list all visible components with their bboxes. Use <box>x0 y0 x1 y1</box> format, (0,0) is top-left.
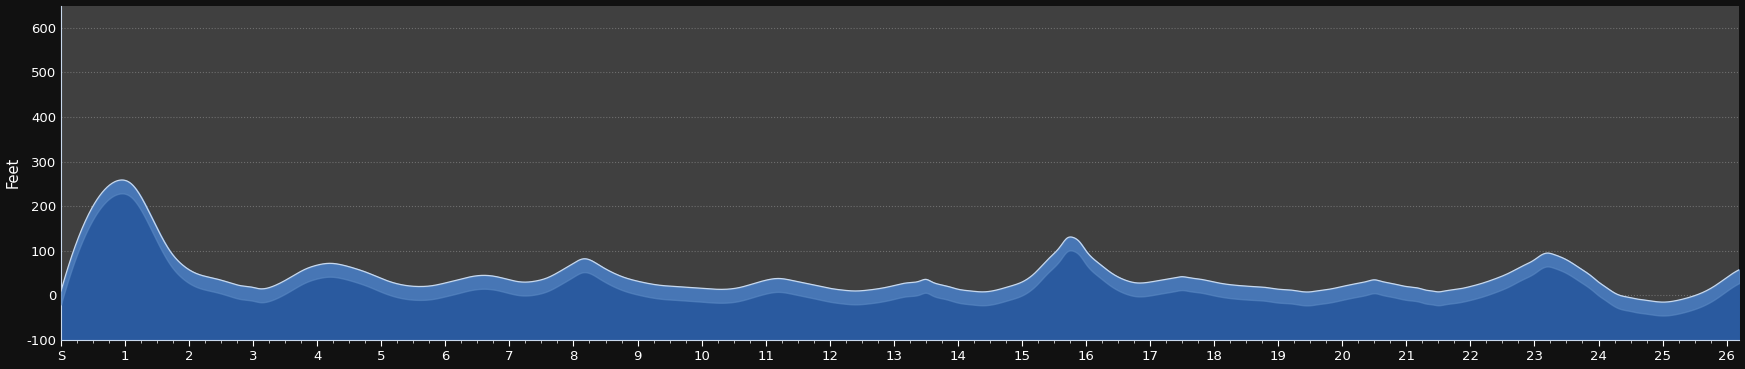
Y-axis label: Feet: Feet <box>5 157 21 189</box>
